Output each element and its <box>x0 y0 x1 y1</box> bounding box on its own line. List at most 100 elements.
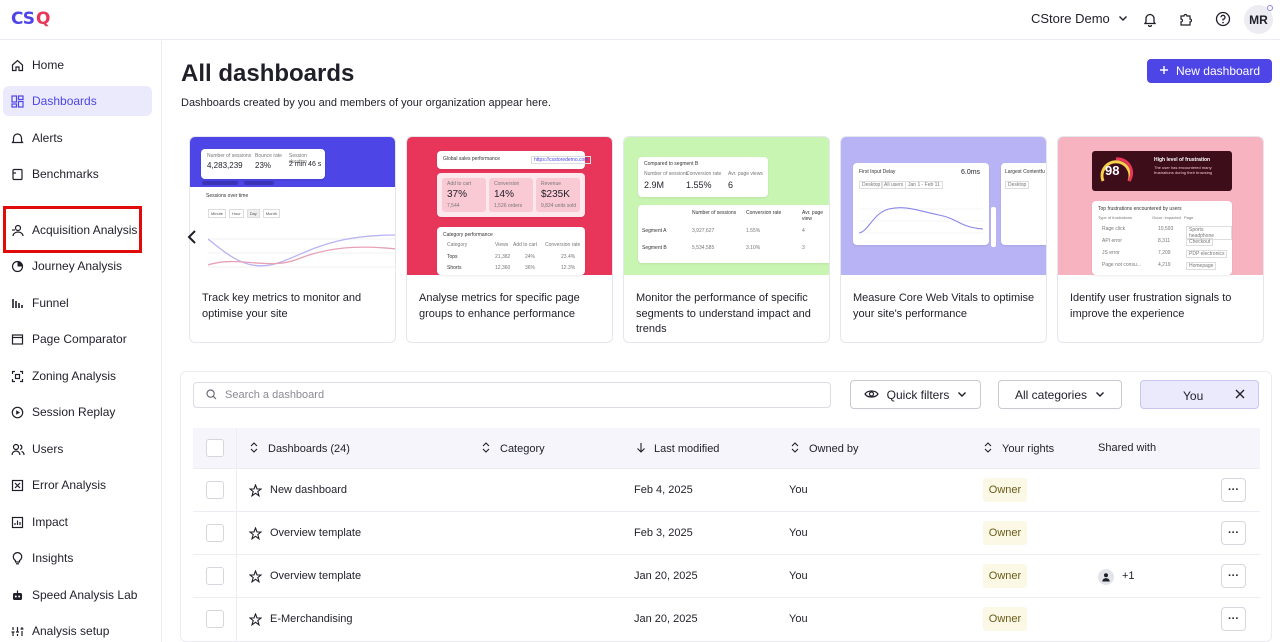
template-card-page-groups[interactable]: Global sales performance https://csstore… <box>406 136 613 343</box>
template-preview: Number of sessions 4,283,239 Bounce rate… <box>190 137 395 275</box>
row-checkbox[interactable] <box>206 524 224 542</box>
rights-badge: Owner <box>983 478 1027 502</box>
star-icon[interactable] <box>248 483 263 498</box>
row-checkbox[interactable] <box>206 567 224 585</box>
error-icon <box>10 478 25 493</box>
sidebar-item-zoning-analysis[interactable]: Zoning Analysis <box>3 361 152 391</box>
table-row[interactable] <box>193 555 1260 598</box>
puzzle-icon[interactable] <box>1177 10 1195 28</box>
column-header-shared-with: Shared with <box>1098 442 1157 454</box>
last-modified: Jan 20, 2025 <box>634 570 698 582</box>
dashboard-name[interactable]: New dashboard <box>270 484 348 496</box>
last-modified: Feb 3, 2025 <box>634 527 693 539</box>
sidebar-item-benchmarks[interactable]: Benchmarks <box>3 159 152 189</box>
star-icon[interactable] <box>248 526 263 541</box>
funnel-icon <box>10 296 25 311</box>
template-card-frustration[interactable]: 98 High level of frustration The user ha… <box>1057 136 1264 343</box>
benchmark-icon <box>10 167 25 182</box>
quick-filters-button[interactable]: Quick filters <box>850 380 981 409</box>
sidebar-item-insights[interactable]: Insights <box>3 543 152 573</box>
logo[interactable]: CS Q <box>11 8 51 33</box>
more-options-button[interactable]: ··· <box>1221 478 1246 502</box>
sidebar-item-dashboards[interactable]: Dashboards <box>3 86 152 116</box>
table-row[interactable] <box>193 598 1260 641</box>
bell-icon <box>10 131 25 146</box>
dashboard-name[interactable]: Overview template <box>270 527 362 539</box>
fid-line-chart <box>859 207 983 234</box>
sidebar-item-label: Insights <box>32 551 74 565</box>
template-description: Analyse metrics for specific page groups… <box>419 292 580 320</box>
owner-filter-label: You <box>1183 389 1204 403</box>
star-icon[interactable] <box>248 612 263 627</box>
template-preview: Compared to segment B Number of sessions… <box>624 137 829 275</box>
sidebar-item-label: Alerts <box>32 131 63 145</box>
shared-user-avatar-icon[interactable] <box>1098 569 1114 585</box>
sidebar-item-label: Zoning Analysis <box>32 369 117 383</box>
highlight-box <box>3 206 142 253</box>
sidebar-item-error-analysis[interactable]: Error Analysis <box>3 470 152 500</box>
categories-dropdown[interactable]: All categories <box>998 380 1122 409</box>
play-icon <box>10 405 25 420</box>
bell-icon[interactable] <box>1141 10 1159 28</box>
owned-by: You <box>789 527 808 539</box>
row-checkbox[interactable] <box>206 481 224 499</box>
sidebar-item-funnel[interactable]: Funnel <box>3 288 152 318</box>
rights-badge: Owner <box>983 564 1027 588</box>
sidebar-item-alerts[interactable]: Alerts <box>3 123 152 153</box>
owned-by: You <box>789 484 808 496</box>
row-checkbox[interactable] <box>206 610 224 628</box>
avatar[interactable]: MR <box>1244 5 1273 34</box>
last-modified: Feb 4, 2025 <box>634 484 693 496</box>
owner-filter-chip[interactable]: You <box>1140 380 1259 409</box>
rights-badge: Owner <box>983 607 1027 631</box>
select-all-checkbox[interactable] <box>206 439 224 457</box>
account-switcher[interactable]: CStore Demo <box>1031 11 1128 26</box>
sidebar-item-acquisition-analysis[interactable]: Acquisition Analysis <box>3 215 152 245</box>
sidebar-item-analysis-setup[interactable]: Analysis setup <box>3 616 152 642</box>
table-row[interactable] <box>193 469 1260 512</box>
template-description: Monitor the performance of specific segm… <box>636 292 811 335</box>
sort-icon <box>482 442 490 456</box>
sidebar-item-label: Benchmarks <box>32 167 99 181</box>
sidebar-item-impact[interactable]: Impact <box>3 507 152 537</box>
sidebar-item-label: Home <box>32 58 65 72</box>
column-header-last-modified[interactable]: Last modified <box>636 442 719 456</box>
sidebar-item-label: Dashboards <box>32 94 97 108</box>
more-options-button[interactable]: ··· <box>1221 521 1246 545</box>
search-box[interactable] <box>193 382 831 408</box>
template-preview: 98 High level of frustration The user ha… <box>1058 137 1263 275</box>
template-preview: First Input Delay 6.0ms Desktop All user… <box>841 137 1046 275</box>
more-options-button[interactable]: ··· <box>1221 607 1246 631</box>
top-bar: CS Q CStore Demo MR <box>0 0 1280 40</box>
column-header-category[interactable]: Category <box>482 442 545 456</box>
column-header-owned-by[interactable]: Owned by <box>791 442 859 456</box>
sidebar: Home Dashboards Alerts Benchmarks Acquis… <box>0 41 162 642</box>
new-dashboard-button[interactable]: New dashboard <box>1147 59 1272 83</box>
template-card-key-metrics[interactable]: Number of sessions 4,283,239 Bounce rate… <box>189 136 396 343</box>
star-icon[interactable] <box>248 569 263 584</box>
help-icon[interactable] <box>1214 10 1232 28</box>
sidebar-item-journey-analysis[interactable]: Journey Analysis <box>3 251 152 281</box>
template-card-web-vitals[interactable]: First Input Delay 6.0ms Desktop All user… <box>840 136 1047 343</box>
plus-icon <box>1159 64 1169 78</box>
sidebar-item-speed-analysis-lab[interactable]: Speed Analysis Lab <box>3 580 152 610</box>
sidebar-item-session-replay[interactable]: Session Replay <box>3 397 152 427</box>
dashboard-name[interactable]: E-Merchandising <box>270 613 353 625</box>
sidebar-item-label: Acquisition Analysis <box>32 223 138 237</box>
close-icon[interactable] <box>1233 387 1247 404</box>
column-header-dashboards[interactable]: Dashboards (24) <box>250 442 350 456</box>
more-options-button[interactable]: ··· <box>1221 564 1246 588</box>
sidebar-item-page-comparator[interactable]: Page Comparator <box>3 324 152 354</box>
svg-text:Q: Q <box>36 9 50 28</box>
search-input[interactable] <box>225 389 785 401</box>
sidebar-item-home[interactable]: Home <box>3 50 152 80</box>
column-header-your-rights[interactable]: Your rights <box>984 442 1054 456</box>
eye-icon <box>863 388 879 402</box>
sidebar-item-label: Speed Analysis Lab <box>32 588 138 602</box>
chevron-left-icon[interactable] <box>187 229 197 250</box>
dashboard-name[interactable]: Overview template <box>270 570 362 582</box>
table-row[interactable] <box>193 512 1260 555</box>
sidebar-item-users[interactable]: Users <box>3 434 152 464</box>
frustration-gauge-icon <box>1100 157 1134 182</box>
template-card-segments[interactable]: Compared to segment B Number of sessions… <box>623 136 830 343</box>
